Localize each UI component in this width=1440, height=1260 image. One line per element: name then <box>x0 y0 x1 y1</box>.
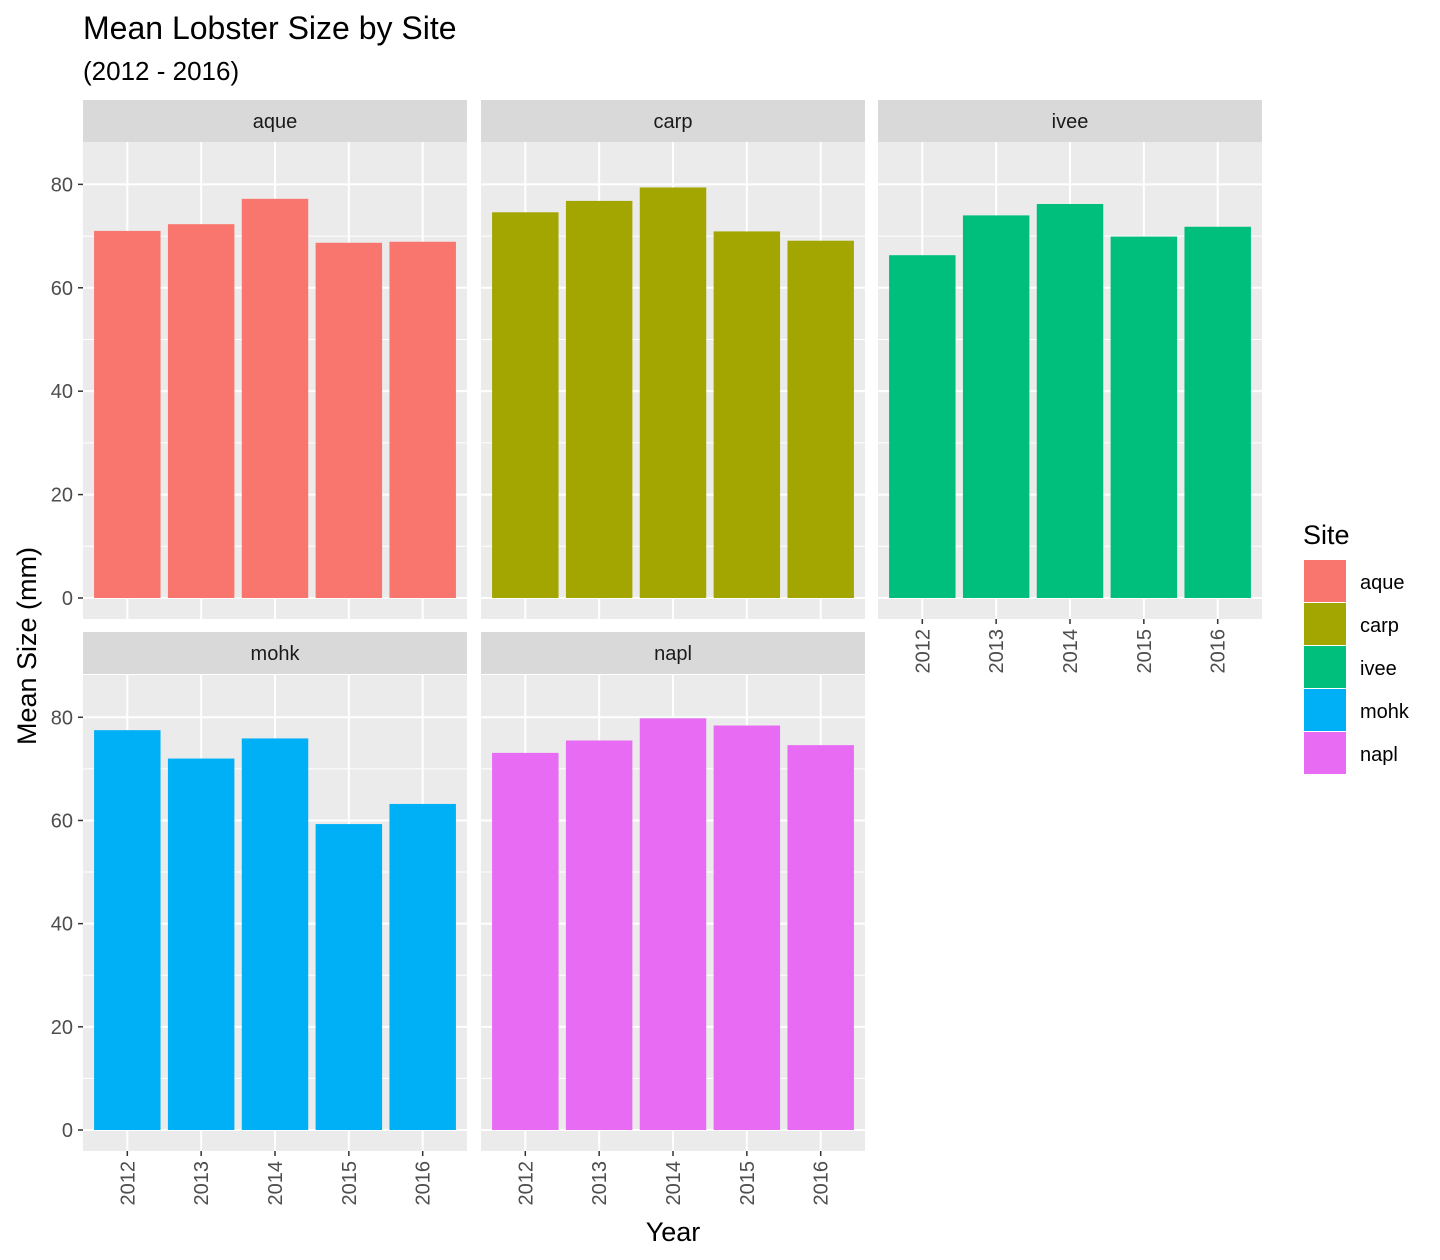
y-axis-title: Mean Size (mm) <box>12 547 42 745</box>
bar-ivee-2015 <box>1110 236 1178 599</box>
legend-key-mohk <box>1304 689 1346 731</box>
legend-label-aque: aque <box>1360 572 1405 594</box>
legend-label-napl: napl <box>1360 744 1398 766</box>
y-tick-label: 40 <box>51 381 73 403</box>
legend-label-mohk: mohk <box>1360 701 1410 723</box>
bar-ivee-2014 <box>1036 204 1104 599</box>
facet-strip-ivee <box>878 100 1262 142</box>
x-axis-title: Year <box>646 1217 701 1247</box>
bar-mohk-2015 <box>315 824 383 1130</box>
x-tick-label: 2013 <box>986 629 1008 674</box>
facet-label-carp: carp <box>654 111 693 133</box>
y-tick-label: 0 <box>62 1120 73 1142</box>
x-tick-label: 2015 <box>737 1161 759 1206</box>
bar-mohk-2013 <box>167 758 235 1130</box>
facet-panels: aque 0 20 40 60 80 carp ivee 2012 2013 2014 2015 201… <box>51 100 1262 1206</box>
x-tick-label: 2016 <box>413 1161 435 1206</box>
bar-aque-2015 <box>315 242 383 598</box>
bar-carp-2016 <box>787 240 854 598</box>
bar-ivee-2016 <box>1184 226 1251 599</box>
facet-strip-carp <box>481 100 865 142</box>
bar-carp-2014 <box>639 187 707 598</box>
facet-carp: carp <box>481 100 865 619</box>
facet-label-napl: napl <box>654 643 692 665</box>
legend-key-napl <box>1304 732 1346 774</box>
bar-mohk-2012 <box>94 730 161 1130</box>
x-tick-label: 2015 <box>1134 629 1156 674</box>
legend-key-aque <box>1304 560 1346 602</box>
y-tick-label: 60 <box>51 278 73 300</box>
x-tick-label: 2014 <box>1060 629 1082 674</box>
y-tick-label: 40 <box>51 914 73 936</box>
x-tick-label: 2013 <box>191 1161 213 1206</box>
bar-carp-2015 <box>713 231 781 598</box>
bar-aque-2016 <box>389 241 456 598</box>
legend-key-ivee <box>1304 646 1346 688</box>
legend-label-ivee: ivee <box>1360 658 1397 680</box>
bar-napl-2013 <box>565 740 633 1130</box>
x-tick-label: 2014 <box>663 1161 685 1206</box>
facet-mohk: mohk 0 20 40 60 80 2012 2013 2014 2015 2016 <box>51 632 467 1206</box>
legend-title: Site <box>1303 520 1350 550</box>
facet-label-ivee: ivee <box>1052 111 1089 133</box>
x-tick-label: 2016 <box>811 1161 833 1206</box>
bar-aque-2012 <box>94 230 161 599</box>
bar-ivee-2013 <box>962 215 1030 599</box>
legend: Site aque carp ivee mohk napl <box>1303 520 1410 774</box>
bar-aque-2014 <box>241 198 309 598</box>
y-tick-label: 80 <box>51 707 73 729</box>
chart-subtitle: (2012 - 2016) <box>83 56 239 86</box>
bar-napl-2014 <box>639 718 707 1130</box>
x-tick-label: 2013 <box>589 1161 611 1206</box>
bar-napl-2016 <box>787 745 854 1130</box>
bar-carp-2012 <box>492 212 559 598</box>
x-tick-label: 2012 <box>515 1161 537 1206</box>
facet-strip-mohk <box>83 632 467 674</box>
facet-napl: napl 2012 2013 2014 2015 2016 <box>481 632 865 1206</box>
bar-napl-2015 <box>713 725 781 1130</box>
facet-strip-aque <box>83 100 467 142</box>
x-tick-label: 2016 <box>1208 629 1230 674</box>
x-tick-label: 2012 <box>117 1161 139 1206</box>
facet-strip-napl <box>481 632 865 674</box>
bar-mohk-2014 <box>241 738 309 1130</box>
y-tick-label: 60 <box>51 810 73 832</box>
bar-mohk-2016 <box>389 803 456 1130</box>
legend-label-carp: carp <box>1360 615 1399 637</box>
facet-label-mohk: mohk <box>251 643 301 665</box>
chart-title: Mean Lobster Size by Site <box>83 10 457 46</box>
x-tick-label: 2015 <box>339 1161 361 1206</box>
x-tick-label: 2014 <box>265 1161 287 1206</box>
facet-aque: aque 0 20 40 60 80 <box>51 100 467 619</box>
bar-napl-2012 <box>492 752 559 1130</box>
bar-carp-2013 <box>565 200 633 598</box>
facet-label-aque: aque <box>253 111 298 133</box>
legend-key-carp <box>1304 603 1346 645</box>
x-tick-label: 2012 <box>912 629 934 674</box>
y-tick-label: 20 <box>51 1017 73 1039</box>
y-tick-label: 0 <box>62 588 73 610</box>
facet-ivee: ivee 2012 2013 2014 2015 2016 <box>878 100 1262 674</box>
bar-ivee-2012 <box>889 255 956 599</box>
bar-aque-2013 <box>167 224 235 598</box>
y-tick-label: 80 <box>51 174 73 196</box>
y-tick-label: 20 <box>51 485 73 507</box>
